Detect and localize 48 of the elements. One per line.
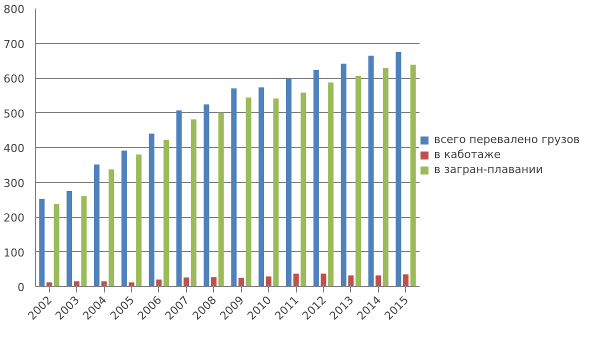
- bar: [246, 97, 252, 286]
- bar: [382, 68, 388, 286]
- bar: [136, 154, 142, 286]
- bar: [258, 87, 264, 286]
- bar: [94, 164, 100, 286]
- bar: [368, 56, 374, 286]
- bar: [356, 76, 361, 286]
- bar: [39, 198, 45, 286]
- bar: [266, 276, 272, 286]
- legend-label: в каботаже: [434, 148, 501, 161]
- bar: [231, 88, 237, 286]
- y-tick-label: 500: [4, 107, 25, 120]
- bar: [108, 169, 114, 286]
- bar: [204, 104, 210, 286]
- bar: [403, 274, 409, 286]
- y-tick-label: 600: [4, 72, 25, 86]
- bar: [218, 112, 224, 286]
- bar: [376, 275, 382, 286]
- y-tick-label: 400: [4, 142, 25, 155]
- bar: [54, 204, 60, 286]
- bar: [66, 190, 72, 286]
- bar: [313, 70, 319, 286]
- bar: [81, 196, 87, 286]
- y-tick-label: 300: [4, 176, 25, 190]
- bar: [156, 280, 162, 286]
- y-tick-label: 0: [18, 281, 24, 294]
- bar: [410, 64, 416, 286]
- bar: [348, 275, 354, 286]
- bar: [273, 98, 279, 286]
- bar: [211, 277, 217, 286]
- bar: [286, 78, 292, 286]
- bar: [300, 92, 306, 286]
- bar: [121, 150, 127, 286]
- y-tick-label: 700: [4, 38, 25, 51]
- legend-label: всего перевалено грузов: [434, 133, 580, 146]
- y-tick-label: 800: [4, 3, 25, 16]
- bar: [176, 110, 182, 286]
- y-tick-label: 200: [4, 212, 25, 224]
- y-tick-label: 100: [4, 246, 25, 260]
- bar: [184, 277, 190, 286]
- bar: [396, 52, 402, 286]
- legend-label: в загран-плавании: [434, 163, 543, 176]
- bar: [164, 140, 169, 286]
- bar: [190, 119, 196, 286]
- bar: [328, 82, 334, 286]
- bar: [293, 274, 299, 286]
- bar: [148, 134, 154, 286]
- bar: [340, 64, 346, 286]
